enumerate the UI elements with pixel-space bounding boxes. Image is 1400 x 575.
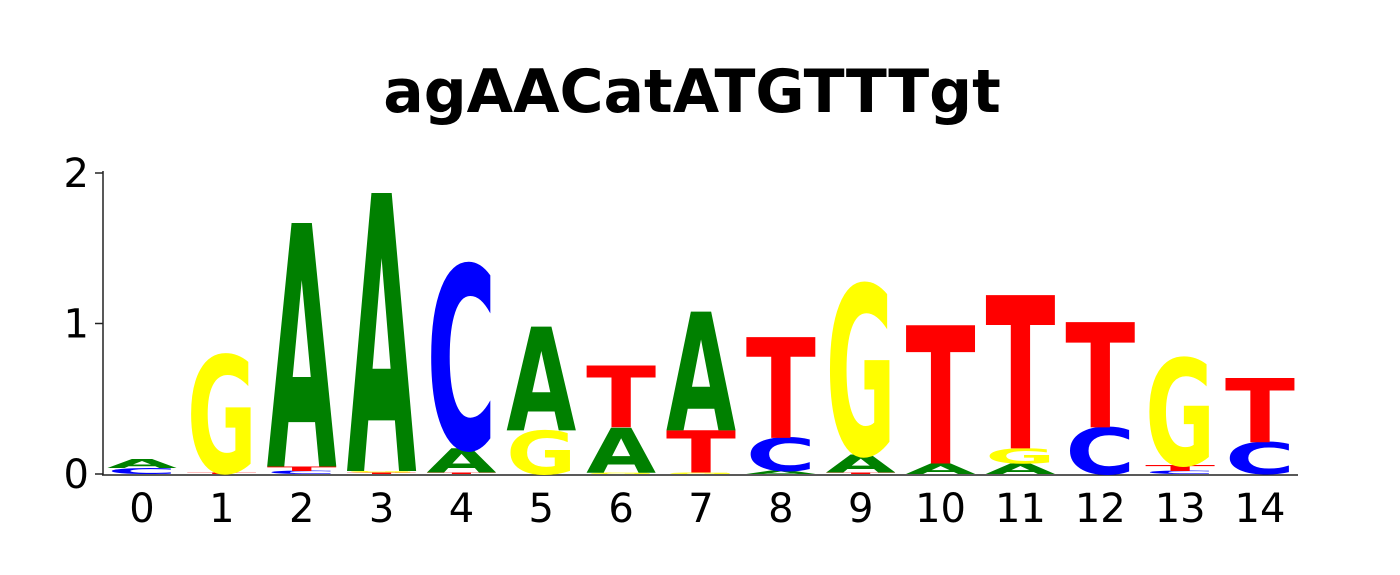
x-tick-label: 12 [1075,486,1126,532]
logo-letter: A [586,415,656,487]
logo-letter: C [267,470,337,475]
logo-letter: G [586,472,656,474]
logo-letter: T [347,472,417,474]
x-tick-label: 3 [369,486,394,532]
logo-letter: C [107,466,177,476]
x-tick-label: 7 [688,486,713,532]
y-tick-label: 1 [64,302,89,348]
logo-letter: A [985,461,1056,478]
x-tick-label: 14 [1235,486,1286,532]
logo-letter: T [985,254,1055,498]
logo-letter: A [746,470,816,475]
logo-letter: C [746,429,816,482]
logo-letter: G [187,323,257,511]
logo-letter: T [666,420,737,487]
logo-letter: G [666,472,736,474]
x-tick-label: 11 [995,486,1046,532]
logo-letter: A [666,280,736,469]
x-tick-label: 6 [608,486,633,532]
logo-letter: A [267,156,337,546]
logo-letter: G [826,240,896,510]
x-tick-label: 5 [529,486,554,532]
x-tick-label: 1 [209,486,234,532]
chart-title: agAACatATGTTTgt [383,57,1001,127]
logo-letter: T [1065,294,1135,462]
logo-letter: C [1225,434,1295,484]
logo-letter: A [426,442,496,480]
logo-letter: T [267,465,337,472]
x-tick-label: 8 [768,486,793,532]
logo-letter: A [506,298,576,464]
y-tick-label: 2 [64,151,89,197]
logo-letter: G [347,471,417,473]
logo-letter: C [1065,416,1135,490]
x-tick-label: 9 [848,486,873,532]
logo-letter: T [746,311,816,471]
logo-letter: A [906,461,977,478]
logo-letter: T [187,472,257,474]
logo-letter: G [1145,330,1215,500]
logo-letter: T [586,350,656,448]
logo-letter: G [506,418,576,488]
logo-letter: G [985,444,1055,468]
x-tick-label: 10 [915,486,966,532]
logo-letter: C [1145,470,1215,475]
x-tick-label: 0 [129,486,154,532]
logo-letter: C [426,216,496,509]
logo-letter: T [426,472,496,474]
logo-letter: T [906,288,976,509]
x-tick-label: 2 [289,486,314,532]
logo-letter: A [107,456,178,470]
logo-letter: T [1145,463,1216,473]
logo-letter: A [826,450,896,479]
y-tick-label: 0 [64,452,89,498]
x-tick-label: 13 [1155,486,1206,532]
x-tick-label: 4 [449,486,474,532]
logo-letter: A [347,118,418,562]
logo-letter: T [826,472,896,474]
logo-letter: T [1225,360,1295,464]
